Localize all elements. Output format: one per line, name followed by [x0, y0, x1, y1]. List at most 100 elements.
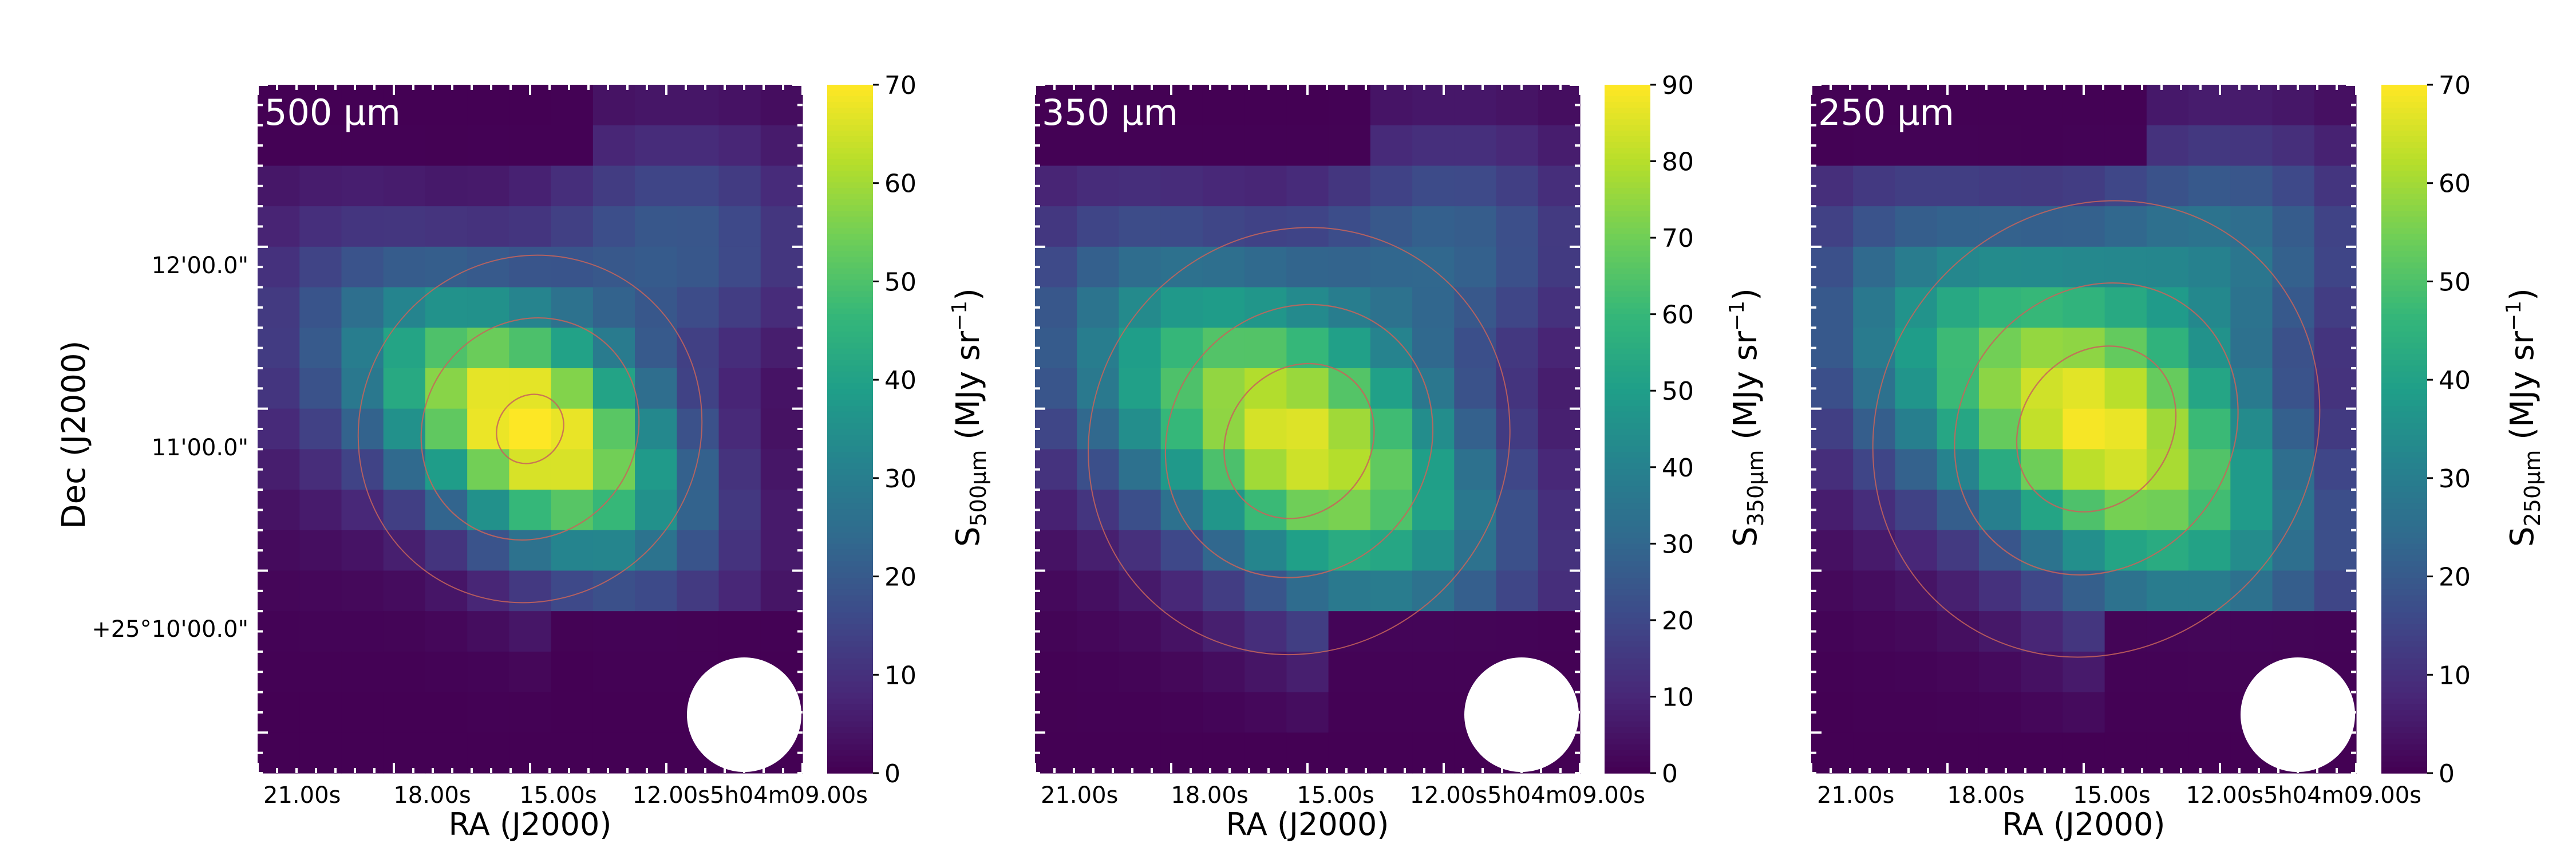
heatmap-cell — [718, 611, 761, 652]
colorbar-segment — [827, 228, 873, 235]
colorbar-segment — [827, 113, 873, 120]
colorbar-segment — [2381, 698, 2427, 705]
colorbar-segment — [827, 297, 873, 304]
colorbar-segment — [827, 475, 873, 481]
heatmap-cell — [1202, 246, 1245, 288]
heatmap-cell — [1286, 287, 1329, 328]
heatmap-cell — [2272, 368, 2315, 409]
colorbar-segment — [1605, 538, 1650, 545]
heatmap-cell — [1244, 408, 1287, 450]
contour-line — [1872, 200, 2321, 658]
colorbar-segment — [1605, 314, 1650, 321]
x-tick-label: 15.00s — [1297, 782, 1374, 809]
heatmap-cell — [509, 570, 552, 612]
heatmap-cell — [1370, 530, 1413, 572]
heatmap-cell — [2146, 408, 2189, 450]
colorbar-segment — [1605, 606, 1650, 613]
colorbar-tick-label: 20 — [884, 563, 916, 592]
heatmap-cell — [383, 125, 426, 167]
colorbar-segment — [2381, 291, 2427, 298]
heatmap-cell — [2272, 85, 2315, 126]
heatmap-cell — [1328, 692, 1371, 733]
heatmap-cell — [2063, 530, 2105, 572]
heatmap-cell — [299, 408, 342, 450]
heatmap-cell — [2104, 530, 2147, 572]
colorbar-segment — [827, 102, 873, 108]
colorbar-tick-label: 40 — [2439, 366, 2471, 395]
heatmap-cell — [1853, 692, 1896, 733]
heatmap-cell — [2021, 408, 2063, 450]
heatmap-cell — [1035, 490, 1077, 531]
colorbar-segment — [2381, 601, 2427, 608]
colorbar-segment — [827, 205, 873, 212]
heatmap-cell — [718, 166, 761, 207]
heatmap-cell — [592, 732, 635, 774]
heatmap-cell — [1412, 651, 1455, 693]
colorbar-segment — [2381, 692, 2427, 699]
colorbar-segment — [1605, 291, 1650, 298]
colorbar-segment — [1605, 440, 1650, 447]
heatmap-cell — [2314, 530, 2357, 572]
heatmap-cell — [1978, 287, 2021, 328]
colorbar-tick-label: 80 — [1662, 148, 1694, 177]
heatmap-cell — [1119, 408, 1161, 450]
heatmap-cell — [2021, 732, 2063, 774]
colorbar: 0 10 20 30 40 50 60 70 S250µm (MJy sr−1) — [2381, 71, 2545, 789]
heatmap-cell — [635, 570, 677, 612]
heatmap-cell — [635, 732, 677, 774]
heatmap-cell — [2230, 530, 2273, 572]
colorbar-segment — [827, 85, 873, 91]
heatmap-cell — [677, 490, 720, 531]
colorbar-segment — [827, 182, 873, 189]
colorbar-segment — [1605, 727, 1650, 734]
heatmap-cell — [1538, 570, 1581, 612]
heatmap-cell — [1895, 449, 1938, 490]
heatmap-cell — [299, 530, 342, 572]
colorbar-segment — [2381, 125, 2427, 131]
colorbar-segment — [1605, 480, 1650, 487]
heatmap-cell — [341, 651, 384, 693]
panel-label: 350 µm — [1042, 92, 1178, 133]
heatmap-cell — [1035, 328, 1077, 369]
colorbar-segment — [1605, 647, 1650, 653]
heatmap-cell — [1328, 570, 1371, 612]
colorbar-segment — [1605, 365, 1650, 372]
heatmap-cell — [1811, 246, 1854, 288]
heatmap-cell — [1454, 368, 1497, 409]
colorbar-segment — [1605, 188, 1650, 195]
heatmap-cell — [383, 449, 426, 490]
heatmap-cell — [1412, 611, 1455, 652]
colorbar-segment — [1605, 102, 1650, 108]
heatmap-cell — [2146, 490, 2189, 531]
colorbar-segment — [1605, 652, 1650, 659]
x-axis-label: RA (J2000) — [1226, 806, 1389, 842]
heatmap-cell — [592, 490, 635, 531]
heatmap-cell — [467, 125, 509, 167]
heatmap-cell — [2146, 530, 2189, 572]
heatmap-cell — [258, 368, 300, 409]
x-tick-label: 5h04m09.00s — [710, 782, 868, 809]
heatmap-cell — [2314, 85, 2357, 126]
colorbar-segment — [827, 96, 873, 103]
heatmap-cell — [299, 570, 342, 612]
colorbar-segment — [827, 635, 873, 642]
colorbar-segment — [827, 262, 873, 269]
heatmap-cell — [383, 287, 426, 328]
x-tick-label: 15.00s — [2073, 782, 2150, 809]
heatmap-cell — [1202, 368, 1245, 409]
heatmap-cell — [258, 166, 300, 207]
heatmap-cell — [1119, 368, 1161, 409]
heatmap-cell — [1328, 530, 1371, 572]
heatmap-cell — [1370, 287, 1413, 328]
heatmap-cell — [299, 651, 342, 693]
heatmap-cell — [2188, 408, 2231, 450]
heatmap-cell — [592, 408, 635, 450]
heatmap-cell — [2104, 368, 2147, 409]
heatmap-cell — [1496, 449, 1539, 490]
heatmap-cell — [1811, 570, 1854, 612]
colorbar-segment — [2381, 612, 2427, 619]
heatmap-cell — [1853, 408, 1896, 450]
heatmap-cell — [299, 206, 342, 247]
heatmap-cell — [1202, 408, 1245, 450]
colorbar-segment — [1605, 234, 1650, 241]
